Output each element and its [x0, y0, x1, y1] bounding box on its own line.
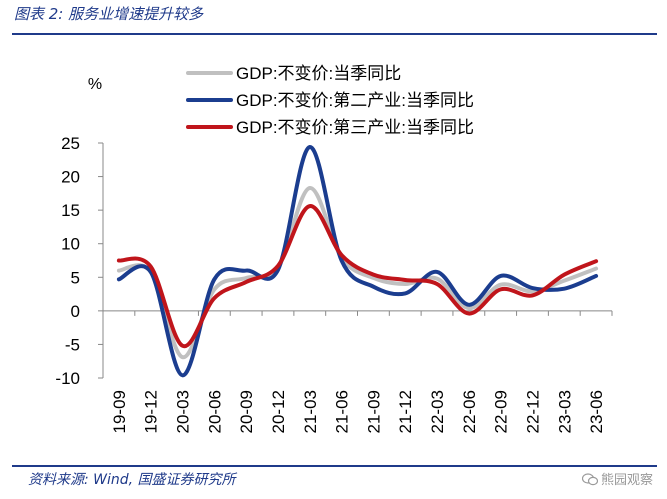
title-rule [12, 33, 657, 35]
x-tick-label: 23-06 [587, 390, 606, 433]
x-tick-label: 20-12 [269, 390, 288, 433]
y-tick-label: -10 [55, 369, 80, 388]
axes: 25 20 15 10 5 0 -5 -10 19-09 19-12 20-03 20-06 20-09… [55, 134, 613, 433]
x-tick-label: 19-09 [110, 390, 129, 433]
x-tick-label: 21-03 [301, 390, 320, 433]
series-line-gdp-total-line [116, 185, 599, 360]
x-tick-label: 19-12 [142, 390, 161, 433]
figure-title: 图表 2: 服务业增速提升较多 [14, 5, 204, 23]
y-axis-label: % [88, 76, 102, 93]
y-tick-label: 15 [61, 201, 80, 220]
watermark: 熊园观察 [581, 469, 653, 488]
wechat-icon [581, 473, 599, 488]
x-tick-label: 20-09 [237, 390, 256, 433]
y-tick-label: -5 [65, 335, 80, 354]
x-tick-label: 21-12 [396, 390, 415, 433]
x-tick-label: 22-06 [460, 390, 479, 433]
y-tick-label: 20 [61, 168, 80, 187]
watermark-text: 熊园观察 [600, 473, 653, 488]
source-rule [12, 465, 657, 467]
x-tick-label: 21-06 [333, 390, 352, 433]
source-note: 资料来源: Wind, 国盛证券研究所 [28, 472, 236, 488]
x-tick-label: 20-06 [205, 390, 224, 433]
y-tick-label: 25 [61, 134, 80, 153]
y-tick-label: 5 [71, 268, 80, 287]
x-tick-label: 21-09 [364, 390, 383, 433]
legend-label-gdp-total-line: GDP:不变价:当季同比 [236, 64, 401, 83]
x-tick-label: 22-03 [428, 390, 447, 433]
series-lines [116, 145, 599, 378]
legend-label-secondary-industry-line: GDP:不变价:第二产业:当季同比 [236, 91, 474, 110]
legend-label-tertiary-industry-line: GDP:不变价:第三产业:当季同比 [236, 118, 474, 137]
y-tick-label: 10 [61, 235, 80, 254]
x-tick-label: 23-03 [555, 390, 574, 433]
series-line-tertiary-industry-line [116, 204, 599, 348]
x-tick-label: 22-12 [523, 390, 542, 433]
legend: GDP:不变价:当季同比 GDP:不变价:第二产业:当季同比 GDP:不变价:第三产… [186, 64, 474, 137]
x-tick-label: 20-03 [174, 390, 193, 433]
y-tick-label: 0 [71, 302, 80, 321]
x-tick-label: 22-09 [492, 390, 511, 433]
